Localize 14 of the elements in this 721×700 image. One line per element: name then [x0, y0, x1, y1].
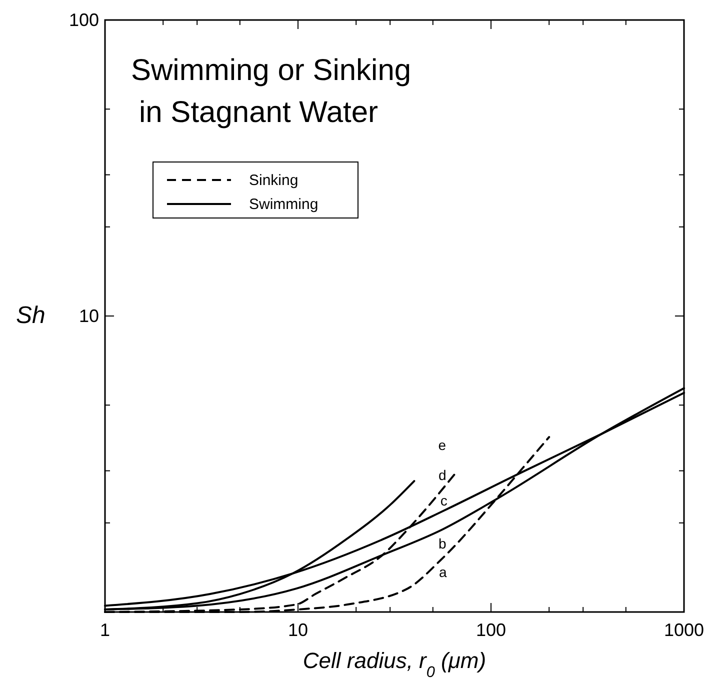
x-tick-label: 10: [288, 620, 308, 640]
annotation: e: [438, 437, 446, 454]
x-tick-label: 100: [476, 620, 506, 640]
text: Swimming or Sinking in Stagnant Water: [131, 54, 412, 129]
x-axis-title: Cell radius, r$_{0}$ (μm): [302, 648, 486, 680]
annotation: c: [440, 492, 448, 509]
y-axis-title: Sh: [16, 302, 46, 329]
annotation: d: [438, 466, 446, 483]
x-tick-label: 1000: [664, 620, 704, 640]
legend-label: Sinking: [249, 172, 298, 189]
annotation: b: [438, 535, 446, 552]
annotation: a: [438, 564, 447, 580]
x-tick-label: 1: [100, 620, 110, 640]
legend-label: Swimming: [249, 196, 318, 213]
